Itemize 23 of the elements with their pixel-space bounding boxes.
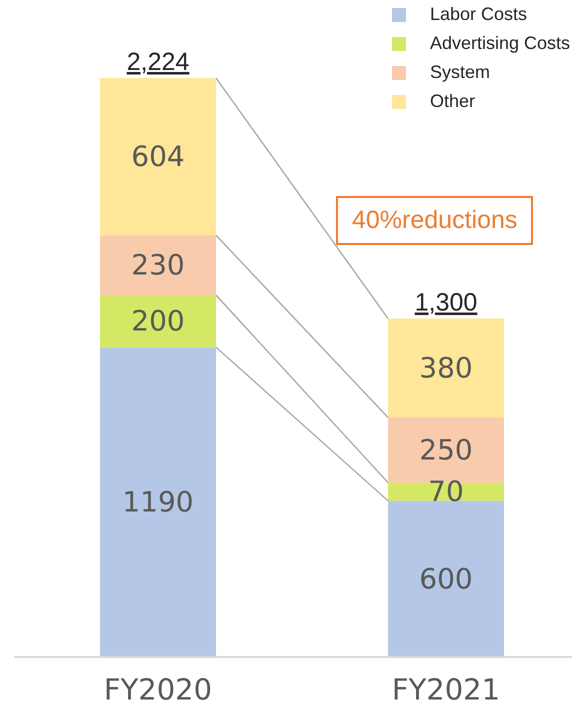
total-label: 2,224 — [126, 48, 190, 76]
legend-label: Other — [430, 91, 475, 112]
data-label: 604 — [131, 140, 185, 174]
data-label: 1190 — [122, 486, 194, 519]
total-label: 1,300 — [414, 288, 478, 317]
bar — [388, 500, 504, 657]
data-label: 380 — [419, 352, 473, 385]
bar — [100, 235, 216, 296]
data-label: 70 — [428, 475, 464, 508]
legend-label: System — [430, 62, 490, 83]
bar — [100, 347, 216, 657]
data-label: 250 — [419, 434, 473, 467]
x-tick-label: FY2021 — [392, 672, 500, 707]
bar — [388, 318, 504, 418]
bar — [100, 78, 216, 236]
x-tick-label: FY2020 — [104, 672, 212, 707]
data-label: 200 — [131, 304, 185, 338]
annotation: 40%reductions — [336, 196, 534, 245]
bar — [100, 295, 216, 348]
data-label: 600 — [419, 562, 473, 596]
legend-label: Advertising Costs — [430, 33, 570, 54]
data-label: 230 — [131, 248, 185, 282]
legend-label: Labor Costs — [430, 4, 527, 25]
